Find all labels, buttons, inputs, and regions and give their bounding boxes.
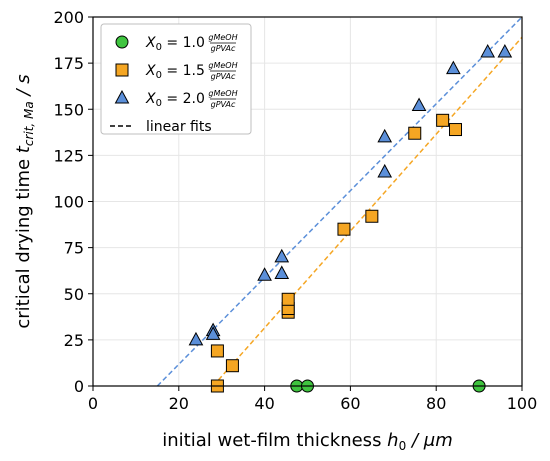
triangle-point: [274, 248, 290, 263]
legend-sub: 0: [156, 70, 162, 81]
square-point: [225, 359, 239, 373]
legend-label: X0 = 2.0: [145, 91, 205, 109]
y-tick-label: 200: [53, 8, 84, 27]
x-tick-label: 40: [254, 394, 274, 413]
legend-frac-num: gMeOH: [208, 61, 237, 70]
x-tick-label: 20: [169, 394, 189, 413]
x-axis-symbol: h: [387, 430, 398, 451]
axis-ticks: 0 20 40 60 80 100 0 25 50 75 100 125 150 175 200: [53, 8, 537, 413]
legend-square-marker: [115, 63, 129, 77]
y-axis-subscript: crit, Ma: [22, 101, 36, 146]
triangle-point: [377, 163, 393, 178]
y-tick-label: 50: [64, 285, 84, 304]
triangle-point: [188, 331, 204, 346]
y-tick-label: 75: [64, 239, 84, 258]
legend-fit-label: linear fits: [146, 119, 212, 135]
legend-var: X: [145, 63, 156, 79]
y-tick-label: 175: [53, 54, 84, 73]
square-point: [365, 209, 379, 223]
legend-sub: 0: [156, 42, 162, 53]
square-point: [408, 126, 422, 140]
y-tick-label: 0: [74, 377, 84, 396]
square-point: [436, 113, 450, 127]
square-point: [337, 222, 351, 236]
legend-frac-den: gPVAc: [211, 100, 236, 109]
y-axis-label: critical drying time tcrit, Ma / s: [13, 74, 36, 328]
legend-circle-marker: [115, 35, 129, 49]
triangle-point: [377, 128, 393, 143]
square-point: [449, 123, 463, 137]
legend-frac-num: gMeOH: [208, 89, 237, 98]
triangle-point: [480, 44, 496, 58]
y-axis-unit: / s: [13, 74, 34, 101]
triangle-point: [274, 265, 290, 279]
legend-label: X0 = 1.0: [145, 35, 205, 53]
x-tick-label: 0: [88, 394, 98, 413]
legend-var: X: [145, 91, 156, 107]
x-tick-label: 100: [507, 394, 538, 413]
fit-line: [156, 16, 523, 387]
legend-var: X: [145, 35, 156, 51]
legend-label: X0 = 1.5: [145, 63, 205, 81]
y-axis-symbol: t: [13, 145, 34, 153]
legend-triangle-marker: [114, 89, 130, 104]
legend-sub: 0: [156, 98, 162, 109]
triangle-point: [497, 44, 513, 58]
x-axis-unit: / μm: [406, 430, 453, 451]
legend-frac-num: gMeOH: [208, 33, 237, 42]
legend-val: = 1.0: [162, 35, 205, 51]
y-tick-label: 25: [64, 331, 84, 350]
square-point: [281, 292, 295, 306]
legend-box: [100, 23, 252, 135]
x-axis-label: initial wet-film thickness h0 / μm: [162, 430, 452, 453]
legend-frac-den: gPVAc: [211, 72, 236, 81]
triangle-point: [205, 326, 221, 340]
triangle-point: [446, 60, 461, 75]
y-tick-label: 125: [53, 146, 84, 165]
triangle-point: [411, 97, 427, 112]
y-tick-label: 150: [53, 100, 84, 119]
x-tick-label: 80: [426, 394, 446, 413]
data-points: [188, 44, 513, 393]
legend-val: = 2.0: [162, 91, 205, 107]
x-axis-subscript: 0: [399, 439, 407, 453]
y-tick-label: 100: [53, 193, 84, 212]
square-point: [210, 344, 224, 358]
legend-val: = 1.5: [162, 63, 205, 79]
legend-frac-den: gPVAc: [211, 44, 236, 53]
triangle-point: [257, 267, 272, 281]
x-tick-label: 60: [340, 394, 360, 413]
